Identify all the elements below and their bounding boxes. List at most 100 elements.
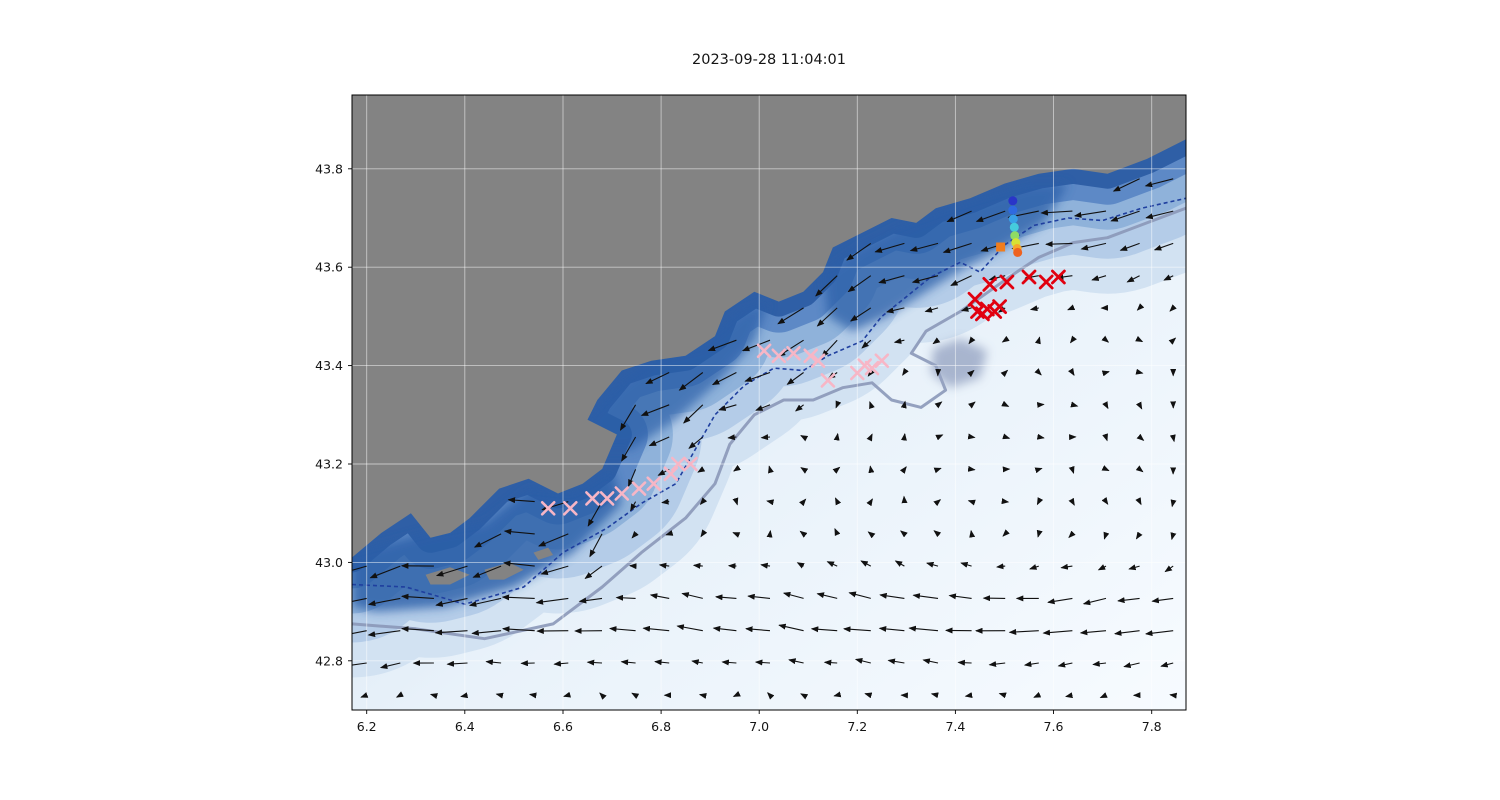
current-arrow — [732, 690, 741, 697]
current-arrow — [744, 371, 771, 382]
current-arrow — [658, 562, 670, 569]
current-arrow — [967, 433, 976, 440]
drifter-track-colored-marker — [1009, 222, 1019, 232]
current-arrow — [810, 626, 838, 633]
current-arrow — [563, 691, 572, 698]
current-arrow — [969, 529, 976, 538]
y-tick-label: 43.2 — [315, 457, 343, 472]
current-arrow — [1101, 497, 1109, 505]
trajectory-red-marker — [967, 291, 983, 307]
trajectory-pink-marker — [820, 373, 836, 388]
current-arrow — [1036, 433, 1045, 440]
current-arrow — [1068, 530, 1076, 539]
current-arrow — [912, 593, 939, 600]
current-arrow — [778, 623, 804, 632]
current-arrow — [1145, 630, 1174, 637]
current-arrow — [909, 242, 939, 252]
current-arrow — [631, 692, 640, 700]
current-arrow — [1000, 369, 1009, 378]
current-arrow — [369, 565, 401, 579]
current-arrow — [1126, 275, 1140, 283]
current-arrow — [401, 593, 434, 600]
current-arrow — [864, 692, 873, 699]
current-arrow — [692, 562, 703, 569]
x-tick-label: 7.2 — [847, 719, 867, 734]
current-arrow — [816, 592, 838, 599]
current-arrow — [869, 401, 875, 410]
current-arrow — [835, 497, 842, 506]
drifter-track-colored-marker — [1013, 247, 1023, 257]
trajectory-pink-marker — [646, 476, 661, 491]
current-arrow — [926, 561, 939, 568]
trajectory-pink-marker — [864, 360, 880, 376]
current-arrow — [1110, 210, 1140, 222]
current-arrow — [1001, 335, 1010, 343]
current-arrow — [578, 597, 603, 604]
y-tick-label: 43.6 — [315, 260, 343, 275]
current-arrow — [933, 530, 942, 538]
current-arrow — [760, 562, 771, 569]
current-arrow — [1080, 242, 1107, 251]
current-arrow — [352, 565, 367, 571]
current-arrow — [886, 307, 905, 314]
current-arrow — [640, 404, 670, 416]
current-arrow — [868, 465, 875, 474]
drifter-track-colored-marker — [996, 242, 1006, 252]
current-arrow — [732, 532, 741, 538]
current-arrow — [352, 630, 367, 635]
current-arrow — [1101, 335, 1110, 343]
current-arrow — [619, 404, 637, 431]
current-arrow — [1068, 367, 1075, 376]
current-arrow — [468, 597, 502, 607]
current-arrow — [1079, 629, 1107, 636]
shelf-patch — [582, 301, 769, 450]
current-arrow — [1036, 497, 1044, 506]
current-arrow — [1102, 433, 1108, 442]
current-arrow — [843, 626, 871, 633]
x-tick-label: 6.2 — [357, 719, 377, 734]
current-arrow — [501, 594, 535, 601]
current-arrow — [707, 339, 737, 352]
current-arrow — [630, 501, 637, 512]
current-arrow — [429, 693, 438, 699]
current-arrow — [860, 560, 872, 567]
x-tick-label: 7.0 — [749, 719, 769, 734]
current-arrow — [957, 659, 972, 666]
current-arrow — [935, 434, 944, 441]
current-arrow — [627, 469, 637, 488]
current-arrow — [1008, 628, 1039, 635]
current-arrow — [553, 660, 569, 667]
current-arrow — [589, 533, 603, 558]
current-arrow — [721, 659, 737, 666]
current-arrow — [732, 497, 739, 506]
trajectory-pink-marker — [803, 348, 818, 364]
x-tick-label: 7.4 — [945, 719, 965, 734]
current-arrow — [849, 307, 872, 322]
current-arrow — [678, 372, 704, 391]
current-arrow — [741, 339, 771, 352]
drifter-track-colored-marker — [1010, 231, 1020, 241]
current-arrow — [996, 563, 1006, 570]
current-arrow — [899, 466, 907, 474]
current-arrow — [718, 404, 737, 411]
current-arrow — [503, 528, 535, 535]
current-arrow — [1029, 305, 1039, 312]
trajectory-pink-marker — [663, 466, 679, 482]
current-arrow — [1144, 178, 1174, 188]
current-arrow — [1151, 597, 1174, 604]
trajectory-red-marker — [982, 277, 998, 292]
current-arrow — [998, 692, 1007, 699]
current-arrow — [815, 275, 838, 297]
current-arrow — [711, 372, 737, 386]
current-arrow — [908, 625, 939, 632]
current-arrow — [832, 466, 841, 474]
current-arrow — [1057, 661, 1073, 668]
current-arrow — [502, 626, 535, 633]
current-arrow — [1101, 370, 1110, 377]
current-arrow — [800, 693, 809, 700]
current-arrow — [379, 662, 401, 670]
current-arrow — [942, 242, 972, 254]
current-arrow — [900, 530, 908, 538]
